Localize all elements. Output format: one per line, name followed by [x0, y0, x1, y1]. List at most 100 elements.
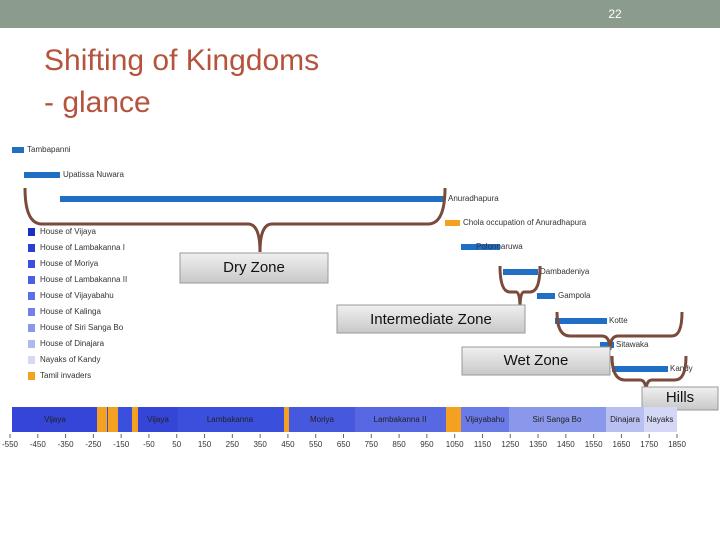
bar [461, 244, 500, 250]
segment [108, 407, 118, 432]
capital-label: Tambapanni [27, 145, 71, 154]
legend-swatch [28, 324, 35, 332]
slide-number: 22 [608, 7, 622, 21]
title: - glance [44, 86, 151, 119]
legend-swatch [28, 228, 35, 236]
axis-label: 850 [392, 440, 406, 449]
legend-label: House of Dinajara [40, 339, 105, 348]
capital-label: Upatissa Nuwara [63, 170, 124, 179]
capital-label: Kandy [670, 364, 693, 373]
zone-label: Dry Zone [223, 259, 285, 276]
axis-label: 1150 [474, 440, 492, 449]
segment [284, 407, 289, 432]
zone-label: Wet Zone [504, 352, 569, 369]
legend-swatch [28, 340, 35, 348]
axis-label: -350 [58, 440, 75, 449]
axis-label: 1550 [585, 440, 603, 449]
axis-label: 1350 [529, 440, 547, 449]
axis-label: -150 [113, 440, 130, 449]
legend: House of Vijaya House of Lambakanna I Ho… [28, 227, 127, 380]
legend-label: House of Lambakanna I [40, 243, 125, 252]
segment-label: Vijayabahu [465, 415, 504, 424]
legend-swatch [28, 292, 35, 300]
segment-label: Nayaks [647, 415, 674, 424]
axis-label: 50 [172, 440, 181, 449]
axis-label: 1850 [668, 440, 686, 449]
axis-label: -450 [30, 440, 47, 449]
capital-label: Kotte [609, 316, 628, 325]
axis-label: 550 [309, 440, 323, 449]
axis-label: 1650 [613, 440, 631, 449]
segment-label: Lambakanna [207, 415, 254, 424]
legend-label: House of Kalinga [40, 307, 101, 316]
capital-label: Sitawaka [616, 340, 649, 349]
bar [24, 172, 60, 178]
legend-swatch [28, 372, 35, 380]
segment [132, 407, 138, 432]
segment [12, 407, 97, 432]
time-axis: -550 -450 -350 -250 -150 -50 50 150 250 350 450 550… [2, 434, 686, 449]
axis-label: 450 [281, 440, 295, 449]
zone-box [179, 252, 329, 284]
legend-label: Tamil invaders [40, 371, 91, 380]
axis-label: 950 [420, 440, 434, 449]
axis-label: 1450 [557, 440, 575, 449]
segment-label: Lambakanna II [374, 415, 427, 424]
title: Shifting of Kingdoms [44, 44, 319, 77]
zone-box [336, 304, 526, 334]
axis-label: -550 [2, 440, 19, 449]
segment-label: Moriya [310, 415, 335, 424]
capital-label: Anuradhapura [448, 194, 499, 203]
legend-label: House of Moriya [40, 259, 99, 268]
bar [503, 269, 538, 275]
legend-swatch [28, 260, 35, 268]
axis-label: 750 [365, 440, 379, 449]
legend-label: House of Lambakanna II [40, 275, 127, 284]
segment [509, 407, 606, 432]
segment-label: Dinajara [610, 415, 640, 424]
legend-swatch [28, 356, 35, 364]
segment-label: Vijaya [44, 415, 66, 424]
zone-label: Hills [666, 389, 694, 406]
segment [446, 407, 461, 432]
bar [12, 147, 24, 153]
zone-boxes: Dry Zone Intermediate Zone Wet Zone Hill… [179, 252, 719, 411]
axis-label: 1050 [446, 440, 464, 449]
capital-label: Polonnaruwa [476, 242, 523, 251]
bar [555, 318, 607, 324]
legend-label: House of Vijayabahu [40, 291, 114, 300]
segment [606, 407, 644, 432]
axis-label: -250 [85, 440, 102, 449]
segment [461, 407, 509, 432]
zone-label: Intermediate Zone [370, 311, 492, 328]
axis-label: 250 [226, 440, 240, 449]
segment [644, 407, 677, 432]
bar [600, 342, 614, 348]
dynasty-band: Vijaya Vijaya Lambakanna Moriya Lambakan… [12, 407, 677, 432]
axis-label: 150 [198, 440, 212, 449]
bar [445, 220, 460, 226]
zone-box [461, 346, 611, 376]
header-bar [0, 0, 720, 28]
segment [289, 407, 355, 432]
segment [97, 407, 107, 432]
legend-swatch [28, 276, 35, 284]
bar [60, 196, 445, 202]
segment-label: Siri Sanga Bo [533, 415, 582, 424]
bracket [23, 187, 447, 253]
axis-label: 1250 [501, 440, 519, 449]
capital-bars: Tambapanni Upatissa Nuwara Anuradhapura … [12, 145, 693, 373]
segment [355, 407, 446, 432]
axis-label: -50 [143, 440, 155, 449]
legend-swatch [28, 308, 35, 316]
capital-label: Gampola [558, 291, 591, 300]
legend-label: Nayaks of Kandy [40, 355, 100, 364]
axis-label: 1750 [640, 440, 658, 449]
capital-label: Chola occupation of Anuradhapura [463, 218, 587, 227]
zone-box [641, 386, 719, 411]
legend-label: House of Siri Sanga Bo [40, 323, 124, 332]
segment [138, 407, 178, 432]
bar [612, 366, 668, 372]
capital-label: Dambadeniya [540, 267, 590, 276]
